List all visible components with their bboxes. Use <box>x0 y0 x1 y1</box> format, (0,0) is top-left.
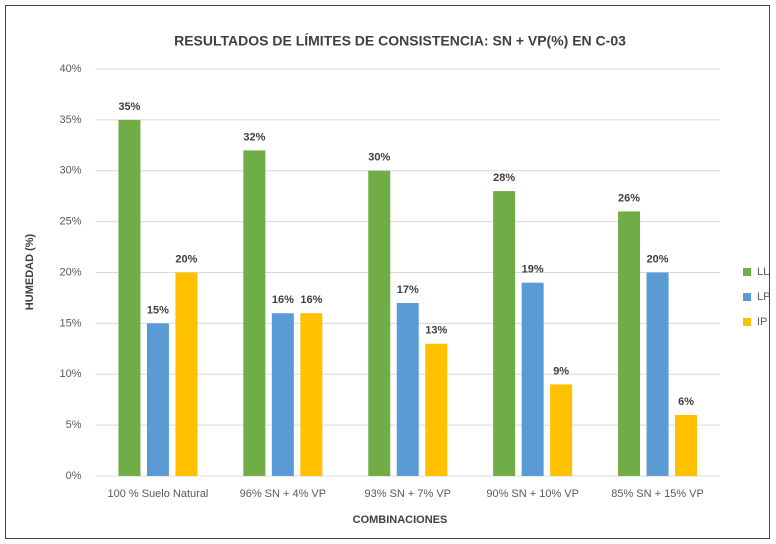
chart-title: RESULTADOS DE LÍMITES DE CONSISTENCIA: S… <box>174 33 626 49</box>
y-tick-label: 0% <box>66 470 82 482</box>
bar <box>550 384 573 476</box>
bar <box>675 414 698 476</box>
legend-label: LL <box>757 266 769 278</box>
y-tick-label: 20% <box>59 266 81 278</box>
y-tick-label: 25% <box>59 216 81 228</box>
legend-swatch <box>743 293 751 301</box>
data-label: 13% <box>425 325 447 337</box>
y-tick-label: 30% <box>59 165 81 177</box>
data-label: 19% <box>522 264 544 276</box>
bar <box>493 191 516 476</box>
bar <box>618 211 641 476</box>
data-label: 9% <box>553 365 569 377</box>
data-label: 15% <box>147 304 169 316</box>
x-tick-label: 96% SN + 4% VP <box>240 488 327 500</box>
y-tick-label: 5% <box>66 419 82 431</box>
data-label: 16% <box>272 294 294 306</box>
data-label: 20% <box>175 253 197 265</box>
legend-swatch <box>743 268 751 276</box>
x-tick-label: 93% SN + 7% VP <box>364 488 451 500</box>
bar <box>271 313 294 476</box>
x-tick-label: 100 % Suelo Natural <box>107 488 208 500</box>
bar <box>368 170 391 476</box>
y-tick-label: 10% <box>59 368 81 380</box>
data-label: 32% <box>243 131 265 143</box>
bar <box>300 313 323 476</box>
legend-label: LP <box>757 291 770 303</box>
data-label: 35% <box>118 101 140 113</box>
x-tick-label: 90% SN + 10% VP <box>486 488 579 500</box>
bar <box>118 119 141 476</box>
bar <box>425 343 448 476</box>
bar <box>243 150 266 476</box>
data-label: 30% <box>368 152 390 164</box>
x-tick-label: 85% SN + 15% VP <box>611 488 704 500</box>
data-label: 28% <box>493 172 515 184</box>
bar <box>175 272 198 476</box>
y-tick-label: 35% <box>59 114 81 126</box>
legend-swatch <box>743 318 751 326</box>
y-tick-label: 15% <box>59 317 81 329</box>
data-label: 17% <box>397 284 419 296</box>
legend-label: IP <box>757 316 767 328</box>
bar <box>146 323 169 476</box>
data-label: 20% <box>647 253 669 265</box>
bar <box>646 272 669 476</box>
data-label: 26% <box>618 192 640 204</box>
bar <box>396 303 419 476</box>
data-label: 16% <box>300 294 322 306</box>
bar <box>521 282 544 476</box>
y-tick-label: 40% <box>59 63 81 75</box>
y-axis-label: HUMEDAD (%) <box>24 233 36 310</box>
x-axis-label: COMBINACIONES <box>353 514 448 526</box>
data-label: 6% <box>678 396 694 408</box>
